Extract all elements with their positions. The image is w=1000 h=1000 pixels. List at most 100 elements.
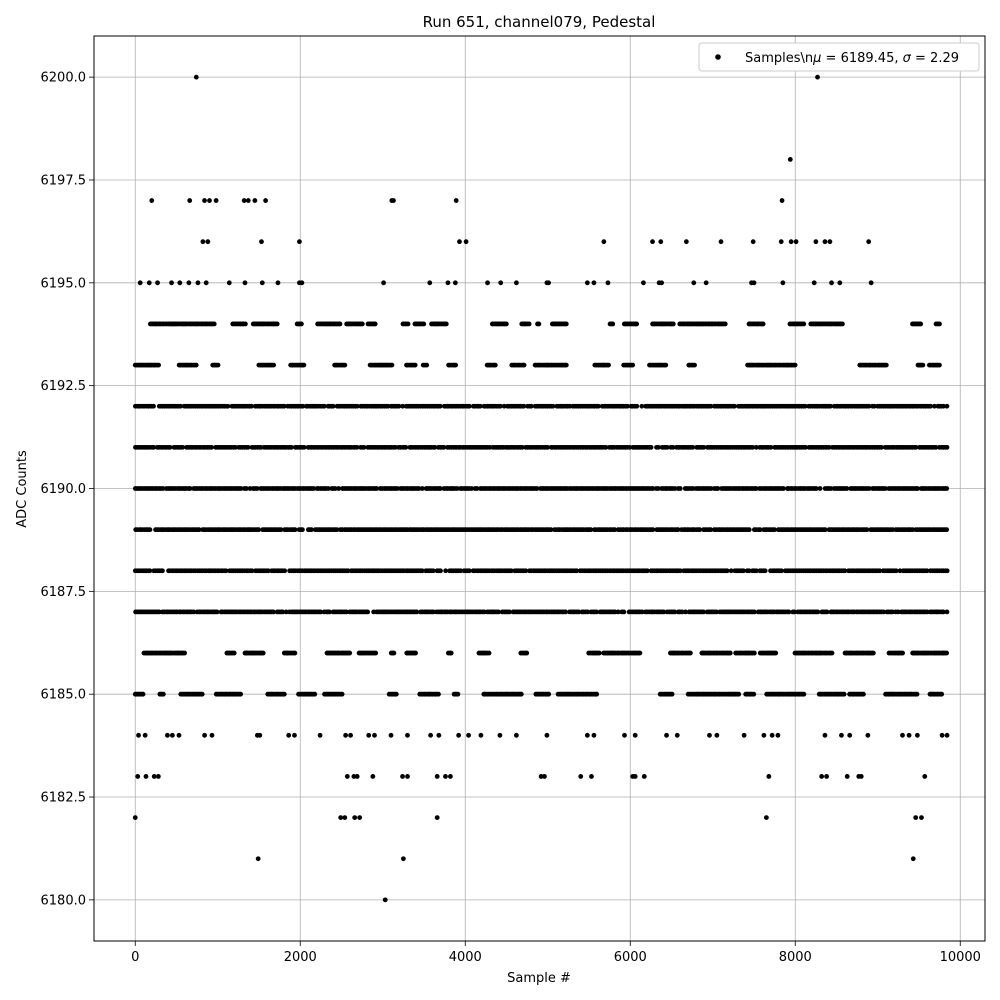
- data-point: [498, 403, 503, 409]
- data-point: [292, 732, 297, 738]
- data-point: [297, 239, 302, 245]
- data-point: [692, 362, 697, 368]
- data-point: [773, 650, 779, 656]
- data-point: [589, 774, 594, 779]
- data-point: [939, 732, 945, 738]
- data-point: [828, 403, 833, 409]
- data-point: [827, 239, 833, 245]
- data-point: [538, 774, 544, 779]
- data-point: [605, 280, 611, 286]
- data-point: [463, 239, 469, 245]
- data-point: [424, 362, 430, 368]
- data-point: [345, 568, 351, 574]
- data-point: [545, 444, 550, 450]
- data-point: [550, 403, 556, 409]
- data-point: [584, 732, 590, 738]
- data-point: [202, 198, 207, 203]
- data-point: [405, 732, 410, 738]
- data-point: [478, 732, 484, 738]
- data-point: [452, 280, 458, 286]
- data-point: [817, 486, 823, 491]
- data-point: [932, 403, 937, 409]
- data-point: [760, 321, 766, 327]
- data-point: [944, 732, 950, 738]
- data-point: [405, 774, 410, 779]
- data-point: [786, 609, 792, 615]
- data-point: [238, 691, 244, 697]
- data-point: [249, 403, 254, 409]
- data-point: [241, 198, 247, 203]
- data-point: [400, 403, 406, 409]
- data-point: [400, 856, 406, 862]
- data-point: [578, 774, 584, 779]
- data-point: [182, 650, 188, 656]
- data-point: [879, 444, 884, 450]
- data-point: [588, 527, 594, 533]
- data-point: [351, 774, 357, 779]
- data-point: [155, 774, 161, 779]
- data-point: [766, 774, 772, 779]
- data-point: [877, 568, 883, 574]
- data-point: [655, 486, 661, 491]
- data-point: [708, 527, 714, 533]
- data-point: [391, 650, 397, 656]
- data-point: [508, 568, 514, 574]
- data-point: [255, 856, 261, 862]
- y-tick-label: 6180.0: [41, 893, 87, 908]
- data-point: [492, 362, 498, 368]
- data-point: [256, 527, 262, 533]
- data-point: [337, 321, 343, 327]
- data-point: [780, 280, 786, 286]
- data-point: [536, 321, 542, 327]
- x-tick-label: 10000: [940, 950, 981, 965]
- y-tick-label: 6195.0: [41, 276, 87, 291]
- data-point: [622, 732, 627, 738]
- x-tick-label: 2000: [284, 950, 317, 965]
- data-point: [753, 444, 759, 450]
- data-point: [178, 403, 184, 409]
- data-point: [339, 691, 345, 697]
- data-point: [639, 609, 645, 615]
- data-point: [437, 486, 443, 491]
- data-point: [937, 362, 942, 368]
- data-point: [801, 691, 807, 697]
- data-point: [370, 774, 376, 779]
- data-point: [391, 198, 396, 203]
- data-point: [454, 486, 460, 491]
- data-point: [708, 403, 714, 409]
- data-point: [650, 239, 655, 245]
- data-point: [270, 609, 276, 615]
- data-point: [779, 198, 785, 203]
- data-point: [842, 568, 848, 574]
- x-tick-label: 8000: [779, 950, 812, 965]
- legend-sigma-equals: =: [911, 51, 930, 66]
- data-point: [283, 609, 289, 615]
- data-point: [900, 650, 906, 656]
- data-point: [436, 691, 441, 697]
- data-point: [524, 650, 530, 656]
- data-point: [169, 280, 174, 286]
- data-point: [278, 527, 284, 533]
- legend-sigma-symbol: σ: [903, 51, 912, 66]
- data-point: [317, 732, 323, 738]
- legend-separator: ,: [894, 51, 902, 66]
- data-point: [156, 609, 162, 615]
- data-point: [750, 444, 756, 450]
- data-point: [928, 403, 933, 409]
- data-point: [670, 321, 676, 327]
- data-point: [136, 732, 141, 738]
- data-point: [448, 650, 454, 656]
- data-point: [498, 280, 504, 286]
- data-point: [672, 486, 678, 491]
- data-point: [226, 280, 232, 286]
- data-point: [160, 691, 166, 697]
- data-point: [542, 774, 547, 779]
- data-point: [674, 732, 680, 738]
- data-point: [595, 403, 601, 409]
- data-point: [299, 280, 305, 286]
- data-point: [677, 486, 683, 491]
- data-point: [761, 732, 767, 738]
- data-point: [913, 815, 919, 820]
- data-point: [594, 691, 600, 697]
- data-point: [615, 609, 621, 615]
